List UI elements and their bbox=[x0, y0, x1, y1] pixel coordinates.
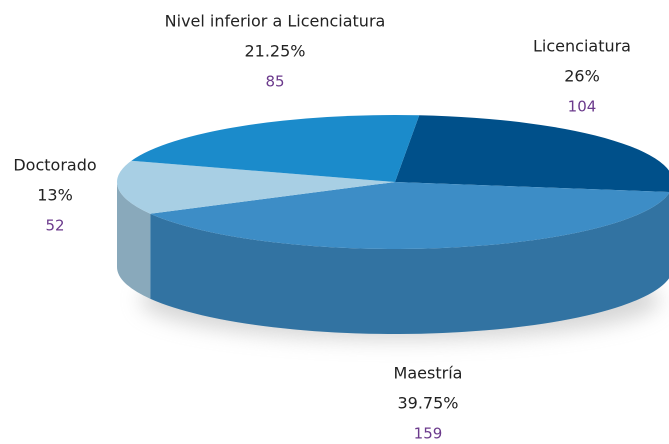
slice bbox=[116, 160, 396, 214]
slice-label: Maestría bbox=[394, 364, 463, 383]
slice-count: 85 bbox=[265, 73, 284, 91]
slice-label: Doctorado bbox=[13, 156, 96, 175]
slice-label: Licenciatura bbox=[533, 37, 631, 56]
slice bbox=[150, 182, 669, 249]
slice bbox=[131, 114, 420, 182]
slice-count: 52 bbox=[45, 217, 64, 235]
slice-percent: 39.75% bbox=[397, 394, 458, 413]
slice-percent: 13% bbox=[37, 186, 73, 205]
slice-side bbox=[117, 182, 151, 299]
slice-count: 104 bbox=[568, 98, 597, 116]
slice-label: Nivel inferior a Licenciatura bbox=[165, 12, 386, 31]
slice-count: 159 bbox=[414, 425, 443, 443]
slice bbox=[395, 115, 669, 192]
slice-side-shade bbox=[117, 182, 151, 299]
slice-side bbox=[150, 193, 669, 334]
slice-percent: 26% bbox=[564, 67, 600, 86]
slice-percent: 21.25% bbox=[244, 42, 305, 61]
slice-side-shade bbox=[150, 193, 669, 334]
